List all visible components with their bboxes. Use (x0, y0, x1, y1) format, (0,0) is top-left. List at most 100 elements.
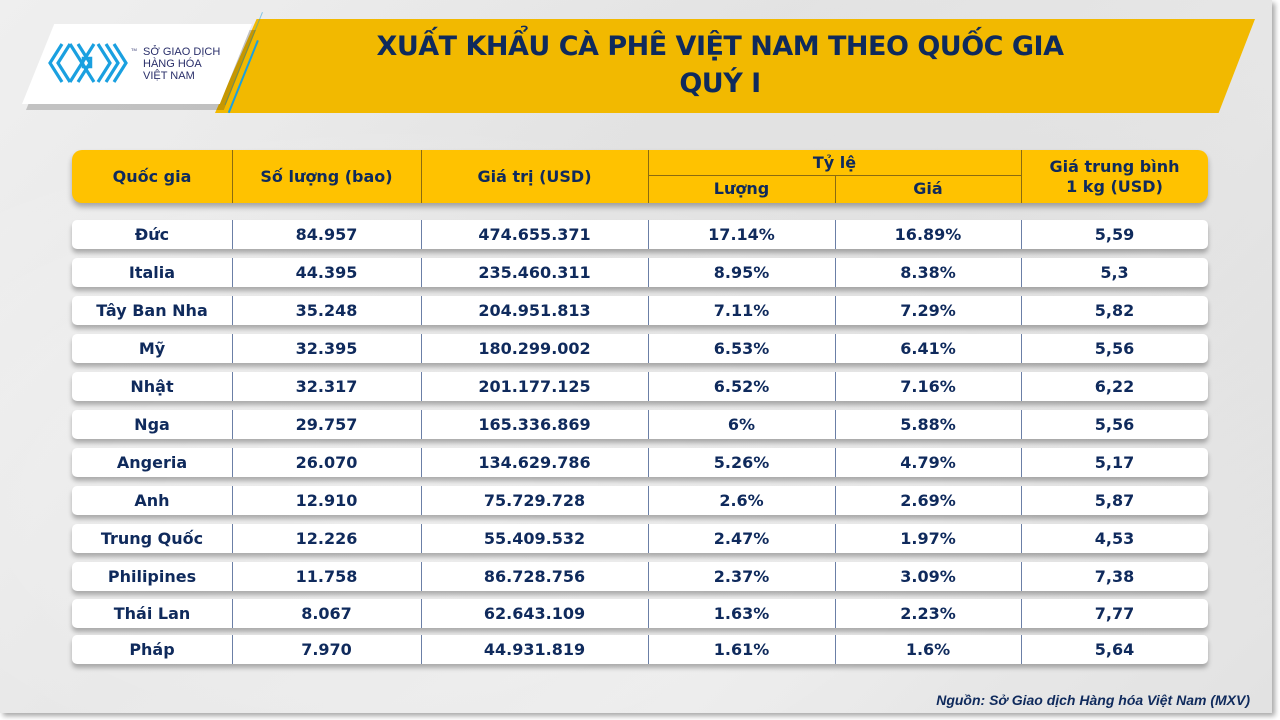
cell-country: Đức (134, 225, 170, 244)
cell-divider (835, 635, 836, 664)
cell-avg-price: 7,38 (1094, 567, 1135, 586)
header-divider (421, 150, 422, 203)
cell-divider (1021, 334, 1022, 363)
cell-ratio-quantity: 1.61% (713, 640, 770, 659)
cell-divider (1021, 372, 1022, 401)
cell-quantity: 29.757 (295, 415, 358, 434)
cell-divider (835, 562, 836, 591)
table-row: Pháp 7.970 44.931.819 1.61% 1.6% 5,64 (72, 635, 1208, 664)
cell-divider (421, 410, 422, 439)
cell-divider (648, 372, 649, 401)
cell-divider (1021, 258, 1022, 287)
cell-divider (648, 448, 649, 477)
cell-divider (421, 635, 422, 664)
cell-quantity: 26.070 (295, 453, 358, 472)
table-row: Anh 12.910 75.729.728 2.6% 2.69% 5,87 (72, 486, 1208, 515)
table-row: Angeria 26.070 134.629.786 5.26% 4.79% 5… (72, 448, 1208, 477)
cell-divider (648, 562, 649, 591)
cell-ratio-quantity: 17.14% (708, 225, 775, 244)
cell-avg-price: 5,56 (1094, 339, 1135, 358)
cell-ratio-price: 16.89% (894, 225, 962, 244)
cell-divider (421, 562, 422, 591)
cell-divider (1021, 448, 1022, 477)
table-row: Đức 84.957 474.655.371 17.14% 16.89% 5,5… (72, 220, 1208, 249)
cell-ratio-quantity: 6.53% (713, 339, 770, 358)
cell-country: Mỹ (138, 339, 166, 358)
cell-ratio-price: 1.97% (900, 529, 956, 548)
cell-divider (648, 334, 649, 363)
header-divider (1021, 150, 1022, 203)
cell-country: Italia (128, 263, 176, 282)
cell-quantity: 8.067 (301, 604, 352, 623)
cell-divider (648, 524, 649, 553)
source-note: Nguồn: Sở Giao dịch Hàng hóa Việt Nam (M… (936, 692, 1250, 708)
cell-ratio-quantity: 2.6% (719, 491, 764, 510)
header-quantity: Số lượng (bao) (260, 166, 393, 186)
cell-ratio-quantity: 7.11% (713, 301, 770, 320)
cell-quantity: 32.317 (295, 377, 358, 396)
cell-divider (421, 486, 422, 515)
cell-divider (835, 410, 836, 439)
cell-avg-price: 6,22 (1094, 377, 1135, 396)
cell-quantity: 7.970 (301, 640, 352, 659)
cell-value: 165.336.869 (478, 415, 591, 434)
cell-divider (1021, 599, 1022, 628)
cell-divider (232, 448, 233, 477)
header-ratio-quantity: Lượng (713, 179, 770, 198)
cell-value: 235.460.311 (478, 263, 591, 282)
cell-divider (648, 296, 649, 325)
cell-ratio-quantity: 5.26% (713, 453, 770, 472)
cell-divider (1021, 635, 1022, 664)
cell-divider (648, 635, 649, 664)
cell-value: 204.951.813 (478, 301, 591, 320)
logo-line-1: SỞ GIAO DỊCH (143, 46, 221, 58)
cell-quantity: 44.395 (295, 263, 358, 282)
cell-divider (835, 220, 836, 249)
cell-divider (648, 220, 649, 249)
page-title: XUẤT KHẨU CÀ PHÊ VIỆT NAM THEO QUỐC GIA … (300, 28, 1140, 102)
cell-ratio-price: 5.88% (900, 415, 956, 434)
cell-country: Anh (134, 491, 170, 510)
cell-divider (232, 562, 233, 591)
cell-divider (835, 448, 836, 477)
cell-divider (232, 599, 233, 628)
cell-country: Philipines (107, 567, 197, 586)
cell-ratio-price: 3.09% (900, 567, 956, 586)
cell-avg-price: 5,3 (1100, 263, 1129, 282)
cell-ratio-price: 7.16% (900, 377, 956, 396)
table-row: Tây Ban Nha 35.248 204.951.813 7.11% 7.2… (72, 296, 1208, 325)
cell-divider (1021, 486, 1022, 515)
cell-divider (421, 220, 422, 249)
cell-avg-price: 5,56 (1094, 415, 1135, 434)
cell-avg-price: 5,82 (1094, 301, 1135, 320)
cell-ratio-quantity: 2.47% (713, 529, 770, 548)
cell-divider (232, 410, 233, 439)
cell-divider (1021, 524, 1022, 553)
cell-value: 44.931.819 (483, 640, 586, 659)
header-avg-price-line-1: Giá trung bình (1049, 156, 1180, 176)
cell-divider (1021, 562, 1022, 591)
cell-divider (421, 599, 422, 628)
cell-divider (232, 635, 233, 664)
cell-ratio-price: 4.79% (900, 453, 956, 472)
cell-divider (835, 599, 836, 628)
cell-divider (1021, 220, 1022, 249)
cell-divider (835, 258, 836, 287)
cell-divider (232, 258, 233, 287)
logo-line-3: VIỆT NAM (143, 70, 195, 82)
cell-value: 75.729.728 (483, 491, 586, 510)
table-row: Philipines 11.758 86.728.756 2.37% 3.09%… (72, 562, 1208, 591)
cell-divider (835, 486, 836, 515)
cell-ratio-price: 1.6% (905, 640, 951, 659)
cell-avg-price: 5,59 (1094, 225, 1135, 244)
cell-value: 474.655.371 (478, 225, 591, 244)
cell-quantity: 84.957 (295, 225, 358, 244)
title-line-1: XUẤT KHẨU CÀ PHÊ VIỆT NAM THEO QUỐC GIA (376, 31, 1064, 62)
table-header: Quốc gia Số lượng (bao) Giá trị (USD) Tỷ… (72, 150, 1208, 203)
cell-divider (648, 599, 649, 628)
cell-value: 180.299.002 (478, 339, 591, 358)
header-ratio: Tỷ lệ (812, 153, 857, 172)
cell-value: 86.728.756 (483, 567, 586, 586)
cell-quantity: 12.226 (295, 529, 358, 548)
cell-divider (835, 524, 836, 553)
